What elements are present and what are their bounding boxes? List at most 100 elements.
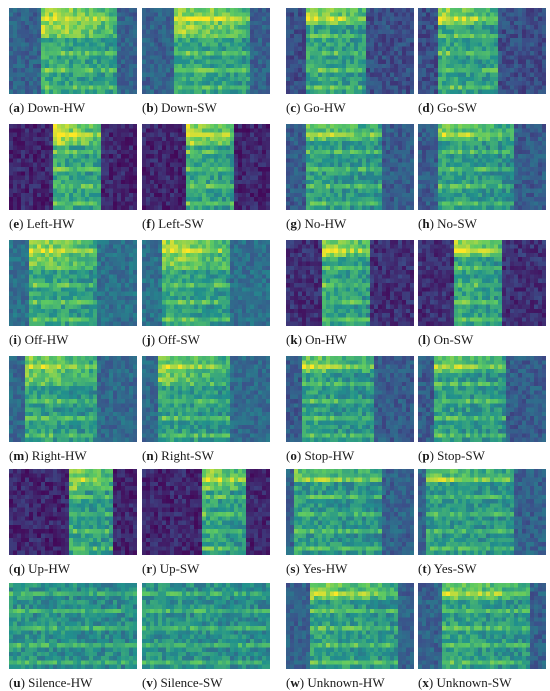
panel-caption: (k) On-HW bbox=[286, 332, 348, 347]
panel-letter: j bbox=[146, 332, 151, 347]
panel-label: Off-SW bbox=[158, 332, 200, 347]
panel-label: Down-HW bbox=[27, 100, 86, 115]
panel-label: Silence-SW bbox=[160, 675, 223, 690]
panel-letter: n bbox=[146, 448, 154, 463]
panel-caption: (r) Up-SW bbox=[142, 561, 200, 576]
panel-label: Right-HW bbox=[31, 448, 87, 463]
spectrogram-image bbox=[142, 583, 270, 669]
panel-letter: a bbox=[13, 100, 20, 115]
spectrogram-image bbox=[9, 240, 137, 326]
panel-letter: t bbox=[422, 561, 427, 576]
panel-p: (p) Stop-SW bbox=[418, 356, 546, 463]
panel-letter: i bbox=[13, 332, 17, 347]
panel-letter: x bbox=[422, 675, 429, 690]
panel-u: (u) Silence-HW bbox=[9, 583, 137, 690]
panel-label: No-HW bbox=[304, 216, 347, 231]
panel-letter: o bbox=[290, 448, 297, 463]
spectrogram-image bbox=[286, 469, 414, 555]
panel-g: (g) No-HW bbox=[286, 124, 414, 231]
panel-caption: (o) Stop-HW bbox=[286, 448, 355, 463]
panel-q: (q) Up-HW bbox=[9, 469, 137, 576]
panel-s: (s) Yes-HW bbox=[286, 469, 414, 576]
spectrogram-image bbox=[9, 356, 137, 442]
panel-t: (t) Yes-SW bbox=[418, 469, 546, 576]
spectrogram-image bbox=[9, 469, 137, 555]
spectrogram-image bbox=[9, 8, 137, 94]
panel-label: Silence-HW bbox=[28, 675, 93, 690]
panel-f: (f) Left-SW bbox=[142, 124, 270, 231]
panel-label: Off-HW bbox=[24, 332, 69, 347]
panel-v: (v) Silence-SW bbox=[142, 583, 270, 690]
spectrogram-image bbox=[286, 240, 414, 326]
panel-caption: (n) Right-SW bbox=[142, 448, 214, 463]
panel-label: No-SW bbox=[437, 216, 477, 231]
panel-label: Unknown-SW bbox=[436, 675, 512, 690]
panel-caption: (i) Off-HW bbox=[9, 332, 69, 347]
spectrogram-image bbox=[9, 583, 137, 669]
panel-m: (m) Right-HW bbox=[9, 356, 137, 463]
panel-letter: k bbox=[290, 332, 298, 347]
panel-caption: (g) No-HW bbox=[286, 216, 347, 231]
panel-caption: (x) Unknown-SW bbox=[418, 675, 512, 690]
panel-label: Left-HW bbox=[26, 216, 75, 231]
panel-n: (n) Right-SW bbox=[142, 356, 270, 463]
panel-caption: (d) Go-SW bbox=[418, 100, 477, 115]
spectrogram-image bbox=[286, 124, 414, 210]
spectrogram-image bbox=[142, 124, 270, 210]
panel-k: (k) On-HW bbox=[286, 240, 414, 347]
spectrogram-image bbox=[418, 469, 546, 555]
spectrogram-image bbox=[142, 356, 270, 442]
spectrogram-image bbox=[418, 8, 546, 94]
spectrogram-image bbox=[142, 8, 270, 94]
panel-a: (a) Down-HW bbox=[9, 8, 137, 115]
panel-label: Left-SW bbox=[158, 216, 204, 231]
panel-letter: u bbox=[13, 675, 21, 690]
panel-label: Right-SW bbox=[161, 448, 214, 463]
panel-letter: q bbox=[13, 561, 21, 576]
panel-o: (o) Stop-HW bbox=[286, 356, 414, 463]
spectrogram-image bbox=[142, 240, 270, 326]
panel-r: (r) Up-SW bbox=[142, 469, 270, 576]
panel-caption: (j) Off-SW bbox=[142, 332, 200, 347]
panel-caption: (m) Right-HW bbox=[9, 448, 87, 463]
panel-letter: e bbox=[13, 216, 20, 231]
panel-caption: (a) Down-HW bbox=[9, 100, 86, 115]
panel-letter: s bbox=[290, 561, 296, 576]
spectrogram-image bbox=[418, 356, 546, 442]
panel-label: Stop-HW bbox=[304, 448, 355, 463]
panel-letter: m bbox=[13, 448, 25, 463]
panel-letter: c bbox=[290, 100, 297, 115]
spectrogram-image bbox=[286, 583, 414, 669]
panel-label: Unknown-HW bbox=[307, 675, 385, 690]
panel-letter: v bbox=[146, 675, 153, 690]
panel-label: Up-SW bbox=[159, 561, 200, 576]
panel-caption: (w) Unknown-HW bbox=[286, 675, 385, 690]
spectrogram-image bbox=[418, 240, 546, 326]
panel-d: (d) Go-SW bbox=[418, 8, 546, 115]
spectrogram-image bbox=[142, 469, 270, 555]
panel-x: (x) Unknown-SW bbox=[418, 583, 546, 690]
panel-label: Yes-SW bbox=[433, 561, 477, 576]
panel-e: (e) Left-HW bbox=[9, 124, 137, 231]
panel-label: Stop-SW bbox=[437, 448, 485, 463]
spectrogram-image bbox=[418, 583, 546, 669]
panel-caption: (b) Down-SW bbox=[142, 100, 217, 115]
panel-letter: d bbox=[422, 100, 430, 115]
panel-letter: l bbox=[422, 332, 426, 347]
spectrogram-image bbox=[286, 8, 414, 94]
panel-letter: h bbox=[422, 216, 430, 231]
panel-h: (h) No-SW bbox=[418, 124, 546, 231]
panel-caption: (c) Go-HW bbox=[286, 100, 346, 115]
panel-label: Go-HW bbox=[303, 100, 346, 115]
panel-caption: (e) Left-HW bbox=[9, 216, 75, 231]
panel-w: (w) Unknown-HW bbox=[286, 583, 414, 690]
panel-caption: (u) Silence-HW bbox=[9, 675, 93, 690]
panel-caption: (f) Left-SW bbox=[142, 216, 204, 231]
panel-caption: (p) Stop-SW bbox=[418, 448, 485, 463]
panel-caption: (h) No-SW bbox=[418, 216, 477, 231]
panel-caption: (v) Silence-SW bbox=[142, 675, 223, 690]
panel-caption: (s) Yes-HW bbox=[286, 561, 348, 576]
panel-i: (i) Off-HW bbox=[9, 240, 137, 347]
panel-letter: w bbox=[290, 675, 300, 690]
